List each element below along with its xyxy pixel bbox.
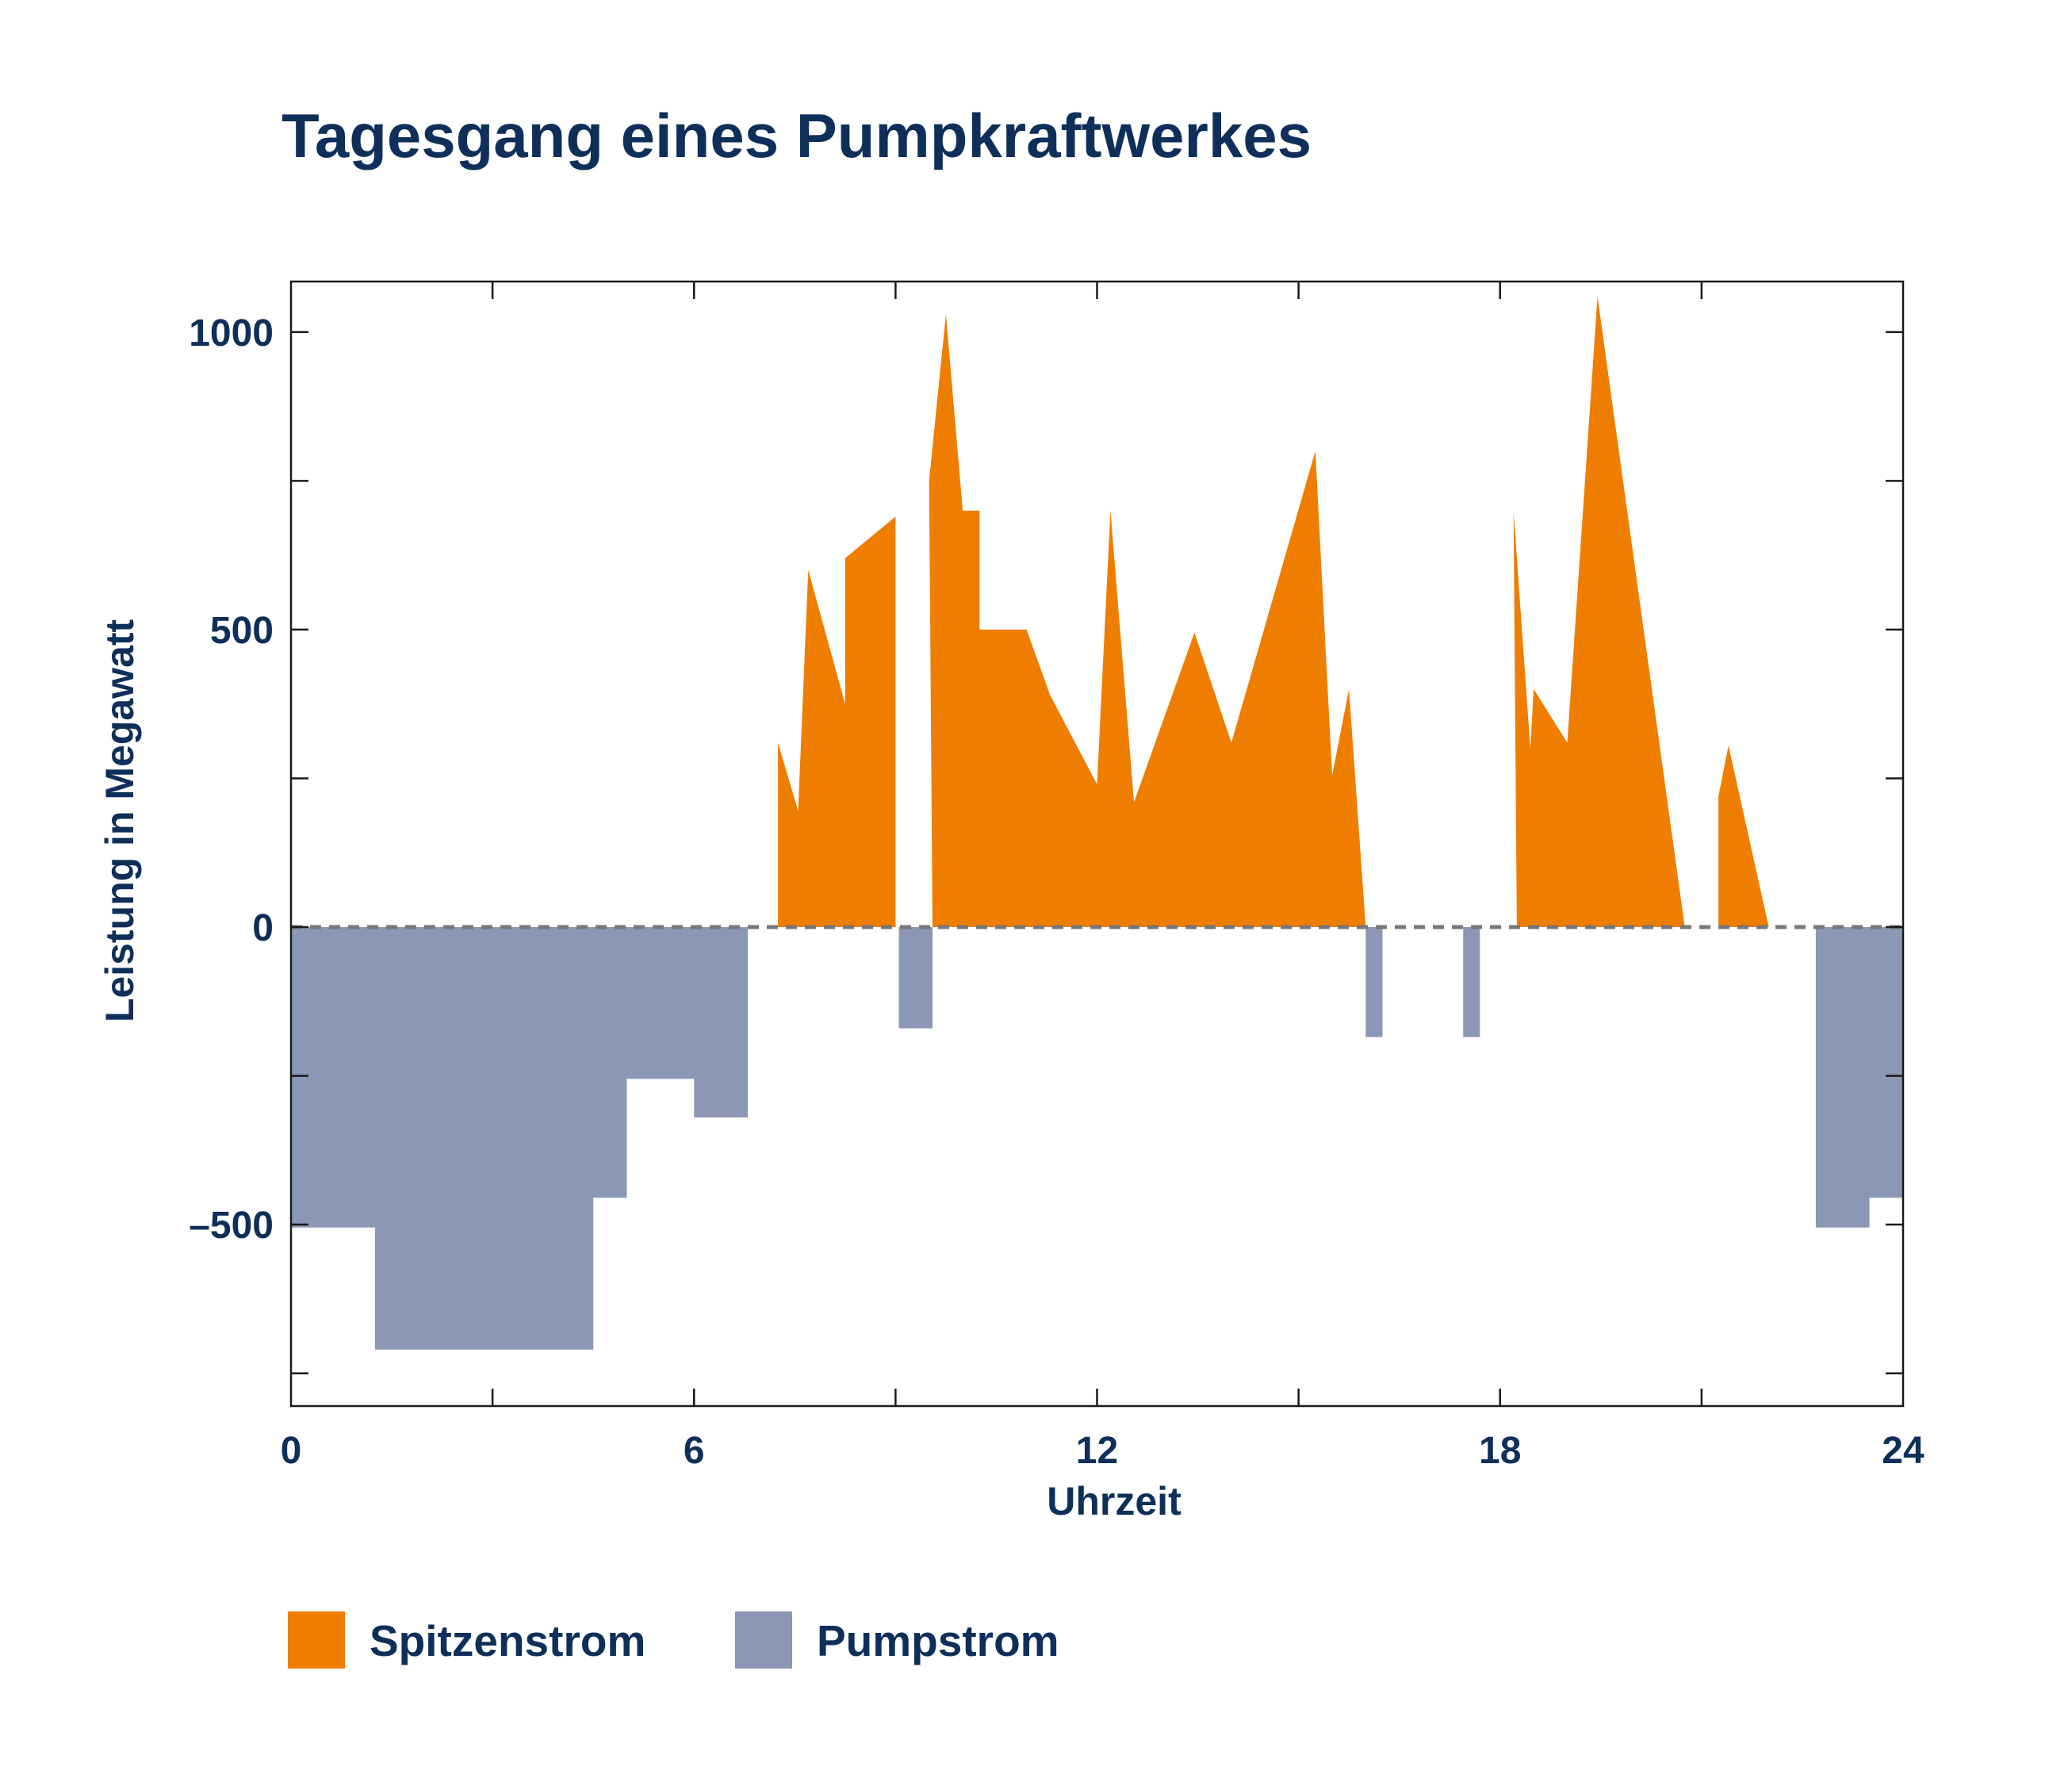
legend-swatch-spitzenstrom [288,1611,345,1669]
y-tick-label: 500 [210,610,274,652]
x-tick-label: 18 [1479,1430,1521,1472]
area-pumpstrom-1 [291,927,748,1350]
area-spitzenstrom-1 [778,516,896,927]
x-tick-label: 6 [684,1430,705,1472]
area-pumpstrom-3 [1365,927,1383,1037]
y-axis-label: Leistung in Megawatt [98,619,142,1022]
area-spitzenstrom-4 [1718,745,1769,927]
legend-label-pumpstrom: Pumpstrom [817,1616,1059,1665]
y-tick-label: 0 [252,907,274,949]
x-tick-label: 0 [281,1430,302,1472]
area-spitzenstrom-2 [929,314,1366,927]
legend: Spitzenstrom Pumpstrom [288,1611,1059,1669]
y-tick-label: 1000 [189,312,274,354]
area-spitzenstrom-3 [1513,296,1685,927]
plot-frame [289,280,1905,1408]
legend-swatch-pumpstrom [735,1611,792,1669]
x-tick-label: 24 [1882,1430,1925,1472]
legend-label-spitzenstrom: Spitzenstrom [370,1616,645,1665]
area-pumpstrom-5 [1815,927,1903,1228]
area-pumpstrom-4 [1463,927,1480,1037]
x-tick-label: 12 [1076,1430,1118,1472]
area-pumpstrom-2 [898,927,933,1029]
y-tick-label: –500 [189,1205,274,1247]
axis-ticks [291,282,1903,1406]
tick-labels: 0 6 12 18 24 1000 500 0 –500 [189,312,1925,1472]
x-axis-label: Uhrzeit [1047,1479,1182,1523]
chart-title: Tagesgang eines Pumpkraftwerkes [282,101,1312,171]
plot-areas [291,296,1903,1350]
